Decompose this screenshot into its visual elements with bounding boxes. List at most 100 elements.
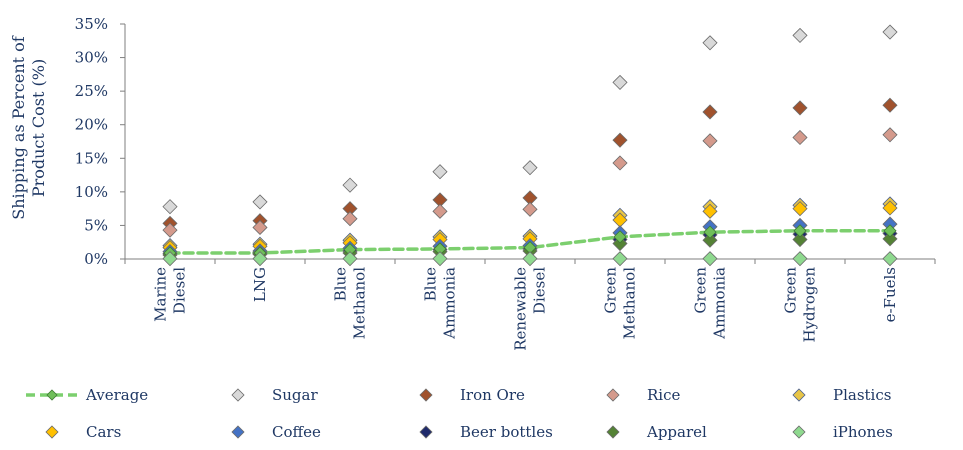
iphones-point [792,251,808,267]
legend-item-apparel: Apparel [606,423,707,441]
rice-point [432,203,448,219]
average-point [703,225,717,239]
rice-point [342,211,358,227]
legend-marker [46,389,58,401]
legend-item-coffee: Coffee [231,423,321,441]
x-category-label: Blue [332,267,350,301]
rice-point [252,219,268,236]
sugar-point [342,177,358,193]
iphones-point [882,251,898,267]
data-points [162,24,898,267]
x-category-label: Ammonia [711,267,729,340]
legend-label: Apparel [646,423,707,441]
iron-ore-point [882,97,898,113]
x-category-label: Ammonia [441,267,459,340]
legend-marker [231,388,245,402]
axes [124,24,935,260]
x-category-label: Green [692,267,710,314]
rice-point [162,222,178,238]
y-tick-label: 15% [75,149,108,167]
x-category-label: Methanol [621,267,639,340]
legend-marker [606,425,620,439]
x-category-label: Green [782,267,800,314]
legend-item-iphones: iPhones [792,423,893,441]
rice-point [522,201,538,217]
x-category-label: Diesel [531,267,549,314]
sugar-point [792,27,808,43]
y-tick-label: 5% [84,216,108,234]
legend-label: Cars [86,423,121,441]
rice-point [882,127,898,143]
iron-ore-point [792,100,808,116]
y-axis-title-line-1: Shipping as Percent of [9,35,28,220]
apparel-point [882,231,898,247]
average-point [613,230,627,244]
x-category-label: Marine [152,267,170,322]
apparel-point [702,232,718,248]
legend-label: Sugar [272,386,318,404]
sugar-point [882,24,898,40]
legend-marker [792,425,806,439]
y-tick-label: 0% [84,250,108,268]
sugar-point [702,35,718,51]
average-point [793,224,807,238]
x-category-label: Diesel [171,267,189,314]
y-tick-label: 30% [75,49,108,67]
legend-item-plastics: Plastics [792,386,891,404]
average-point [883,224,897,238]
legend: Average Sugar Iron Ore Rice Plastics Cars Coff… [26,386,893,441]
x-category-label: Hydrogen [801,267,819,343]
y-axis-title-line-2: Product Cost (%) [29,59,48,197]
sugar-point [162,199,178,215]
legend-label: Rice [647,386,680,404]
legend-marker [45,425,59,439]
iphones-point [162,251,178,267]
y-tick-label: 25% [75,82,108,100]
y-axis-ticks: 0% 5% 10% 15% 20% 25% 30% 35% [75,15,125,268]
legend-item-beer-bottles: Beer bottles [419,423,553,441]
iphones-point [432,251,448,267]
x-category-label: Blue [422,267,440,301]
legend-item-average: Average [26,386,148,404]
x-category-label: Methanol [351,267,369,340]
iphones-point [612,251,628,267]
x-category-label: Renewable [512,267,530,351]
x-category-label: Green [602,267,620,314]
iphones-point [522,251,538,267]
legend-label: Plastics [833,386,891,404]
iron-ore-point [702,104,718,120]
legend-item-rice: Rice [606,386,680,404]
sugar-point [522,160,538,176]
legend-item-iron-ore: Iron Ore [419,386,525,404]
x-axis-ticks: Marine Diesel LNG Blue Methanol Blue Ammonia Re… [124,259,936,351]
legend-label: iPhones [833,423,893,441]
legend-marker [792,388,806,402]
apparel-point [612,235,628,252]
legend-item-cars: Cars [45,423,121,441]
x-category-label: e-Fuels [881,267,899,322]
cars-point [702,203,718,219]
legend-marker [231,425,245,439]
y-tick-label: 35% [75,15,108,33]
apparel-point [792,231,808,248]
y-tick-label: 20% [75,116,108,134]
iphones-point [252,251,268,267]
cars-point [792,201,808,217]
rice-point [792,129,808,146]
sugar-point [252,194,268,210]
legend-marker [419,388,433,402]
y-tick-label: 10% [75,183,108,201]
legend-marker [419,425,433,439]
iphones-point [342,251,358,267]
sugar-point [432,164,448,180]
legend-item-sugar: Sugar [231,386,318,404]
sugar-point [612,74,628,90]
rice-point [702,133,718,149]
legend-marker [606,388,620,402]
x-category-label: LNG [251,267,269,302]
y-axis-title: Shipping as Percent of Product Cost (%) [9,35,48,220]
cars-point [882,200,898,216]
legend-label: Average [85,386,148,404]
legend-label: Iron Ore [460,386,525,404]
